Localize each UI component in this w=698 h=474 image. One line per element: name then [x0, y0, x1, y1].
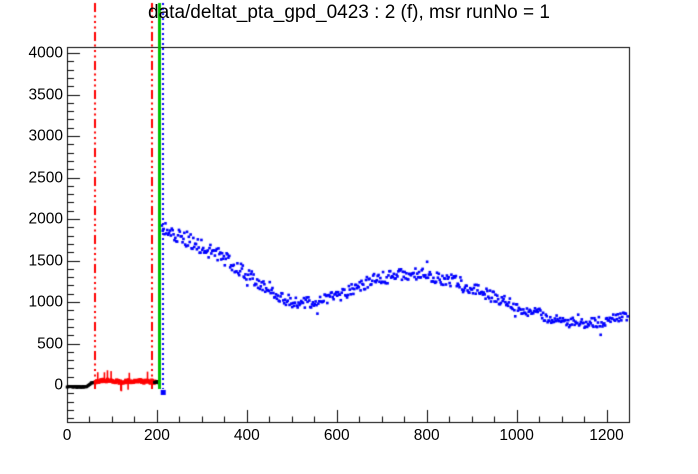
x-tick-label-800: 800	[413, 427, 440, 444]
y-tick-label-2000: 2000	[28, 210, 63, 228]
y-tick-label-4000: 4000	[28, 44, 63, 62]
x-tick-label-1200: 1200	[589, 427, 624, 444]
x-tick-label-600: 600	[323, 427, 350, 444]
y-tick-label-3500: 3500	[28, 85, 63, 103]
x-tick-label-200: 200	[143, 427, 170, 444]
y-tick-label-1500: 1500	[28, 251, 63, 269]
y-tick-label-3000: 3000	[28, 127, 63, 145]
y-tick-label-0: 0	[54, 376, 63, 394]
x-tick-label-1000: 1000	[499, 427, 534, 444]
chart-title: data/deltat_pta_gpd_0423 : 2 (f), msr ru…	[148, 2, 550, 23]
y-tick-label-500: 500	[37, 334, 63, 352]
y-tick-label-1000: 1000	[28, 293, 63, 311]
y-tick-label-2500: 2500	[28, 168, 63, 186]
x-tick-label-400: 400	[233, 427, 260, 444]
x-tick-label-0: 0	[62, 427, 72, 444]
